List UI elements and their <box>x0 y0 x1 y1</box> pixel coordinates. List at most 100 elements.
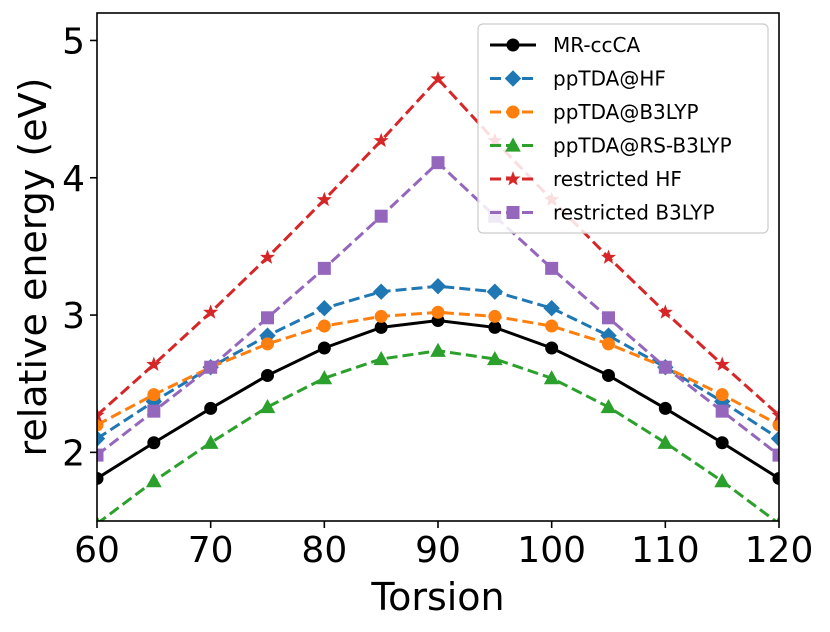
data-point <box>772 471 779 485</box>
data-point <box>372 283 390 300</box>
data-point <box>657 304 673 319</box>
legend-item: ppTDA@RS-B3LYP <box>490 134 732 158</box>
data-point <box>374 209 388 223</box>
data-point <box>600 399 617 414</box>
legend-box <box>477 23 769 234</box>
series-mr-ccca <box>97 314 779 485</box>
data-point <box>543 370 560 385</box>
data-point <box>97 448 104 462</box>
data-point <box>203 304 219 319</box>
legend-label: restricted HF <box>553 167 682 191</box>
legend-marker <box>505 171 521 186</box>
data-point <box>97 418 104 432</box>
legend-label: ppTDA@HF <box>553 67 666 91</box>
data-point <box>261 311 274 325</box>
data-point <box>545 261 559 275</box>
data-point <box>317 261 331 275</box>
series-pptda-hf <box>97 278 779 447</box>
data-point <box>488 309 502 323</box>
legend-label: ppTDA@B3LYP <box>553 100 699 124</box>
data-point <box>770 430 779 447</box>
data-point <box>317 319 331 333</box>
data-point <box>430 70 446 86</box>
legend-marker <box>506 38 520 52</box>
data-point <box>147 388 161 402</box>
data-point <box>658 360 672 374</box>
data-point <box>145 473 162 488</box>
data-point <box>147 436 161 450</box>
ticks: 60 70 80 90 100 110 120 2 3 4 5 <box>62 21 813 571</box>
data-point <box>317 341 331 355</box>
data-point <box>373 350 390 366</box>
data-point <box>204 360 218 374</box>
data-point <box>97 430 106 447</box>
data-point <box>146 356 162 371</box>
data-point <box>374 309 388 323</box>
series-pptda-rs-b3lyp <box>97 342 779 521</box>
data-point <box>486 350 503 366</box>
data-point <box>259 399 276 414</box>
legend-item: MR-ccCA <box>490 33 641 57</box>
data-point <box>772 418 779 432</box>
legend-item: ppTDA@B3LYP <box>490 100 699 124</box>
data-point <box>714 356 730 371</box>
data-point <box>204 401 218 415</box>
data-point <box>715 436 729 450</box>
y-tick-label: 2 <box>62 433 85 474</box>
x-tick-label: 80 <box>301 530 347 571</box>
series-layer <box>97 70 779 521</box>
y-tick-label: 5 <box>62 21 85 62</box>
data-point <box>261 337 274 351</box>
legend-label: restricted B3LYP <box>553 201 715 225</box>
legend-marker <box>505 137 521 152</box>
legend: MR-ccCA ppTDA@HF ppTDA@B3LYP ppTDA@RS-B3LYP… <box>477 23 769 234</box>
data-point <box>543 299 560 317</box>
data-point <box>259 249 276 264</box>
x-axis-label: Torsion <box>370 575 504 619</box>
data-point <box>261 368 274 382</box>
legend-item: restricted HF <box>490 167 682 191</box>
x-tick-label: 120 <box>745 530 814 571</box>
data-point <box>658 401 672 415</box>
data-point <box>771 407 779 422</box>
data-point <box>97 407 105 422</box>
data-point <box>715 404 729 418</box>
data-point <box>486 283 504 300</box>
x-tick-label: 60 <box>74 530 120 571</box>
data-point <box>657 434 674 449</box>
data-point <box>431 305 445 319</box>
data-point <box>97 471 104 485</box>
data-point <box>429 278 447 295</box>
data-point <box>772 448 779 462</box>
y-tick-label: 4 <box>62 159 85 200</box>
y-axis-label: relative energy (eV) <box>11 78 55 457</box>
data-point <box>602 368 615 382</box>
legend-marker <box>506 206 520 219</box>
data-point <box>202 434 219 449</box>
data-point <box>545 341 559 355</box>
legend-marker <box>504 70 522 87</box>
data-point <box>373 132 389 148</box>
data-point <box>316 191 332 207</box>
legend-marker <box>506 105 520 119</box>
data-point <box>545 319 559 333</box>
data-point <box>602 337 615 351</box>
data-point <box>488 320 502 334</box>
legend-item: ppTDA@HF <box>490 67 666 91</box>
data-point <box>430 342 446 357</box>
data-point <box>602 311 615 325</box>
data-point <box>147 404 161 418</box>
legend-label: MR-ccCA <box>553 33 641 57</box>
x-tick-label: 110 <box>631 530 700 571</box>
data-point <box>714 473 731 488</box>
x-tick-label: 90 <box>415 530 461 571</box>
legend-item: restricted B3LYP <box>490 201 715 225</box>
data-point <box>715 388 729 402</box>
legend-label: ppTDA@RS-B3LYP <box>553 134 732 158</box>
x-tick-label: 100 <box>517 530 586 571</box>
data-point <box>374 320 388 334</box>
series-line <box>97 310 779 427</box>
data-point <box>600 249 617 264</box>
data-point <box>316 299 333 317</box>
